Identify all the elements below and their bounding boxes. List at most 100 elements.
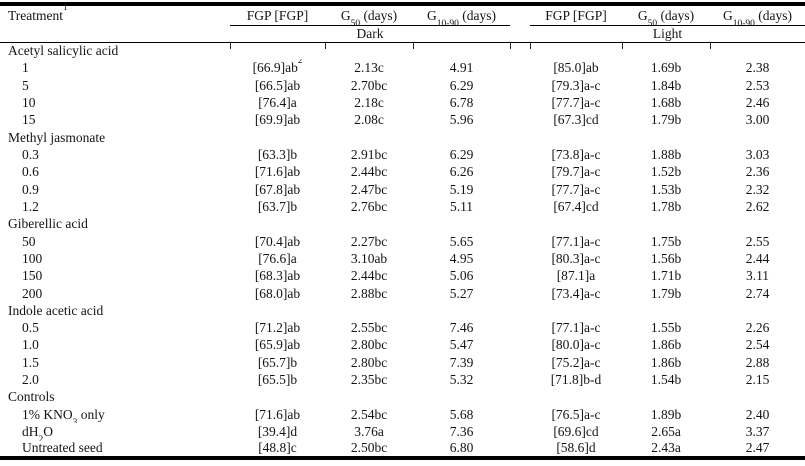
row-spacer-cell [510,250,530,267]
g50-dark-cell: 2.91bc [350,146,388,162]
table-row: 10 [76.4]a 2.18c 6.78 [77.7]a-c 1.68b 2.46 [0,94,805,111]
table-row: 2.0 [65.5]b 2.35bc 5.32 [71.8]b-d 1.54b 2.15 [0,371,805,388]
fgp-dark-cell: [39.4]d [257,424,298,440]
table-row: Untreated seed [48.8]c 2.50bc 6.80 [58.6]d 2.… [0,441,805,458]
g50-dark-cell: 2.80bc [350,354,388,370]
condition-header-spacer-left [0,25,230,43]
treatment-subscript: 3 [72,417,78,424]
fgp-dark-cell: [48.8]c [258,440,297,456]
table-row: 1% KNO3 only [71.6]ab 2.54bc 5.68 [76.5]a-c 1… [0,406,805,423]
fgp-header-light-label: FGP [FGP] [545,7,607,23]
treatment-cell: 1.0 [22,337,39,353]
g1090-dark-cell: 6.29 [449,77,474,93]
fgp-light-cell: [77.1]a-c [551,233,601,249]
column-boundary-tick [622,42,623,49]
row-spacer-cell [510,285,530,302]
table-row: 0.9 [67.8]ab 2.47bc 5.19 [77.7]a-c 1.53b 2.32 [0,181,805,198]
g50-light-cell: 1.53b [650,181,682,197]
row-spacer-cell [510,423,530,440]
g50-dark-cell: 2.47bc [350,181,388,197]
row-spacer-cell [510,181,530,198]
g50-light-cell: 1.89b [650,406,682,422]
fgp-dark-cell: [71.6]ab [254,164,301,180]
group-label: Controls [8,389,55,405]
g50-light-cell: 1.78b [650,198,682,214]
g1090-dark-cell: 5.65 [449,233,474,249]
fgp-light-cell: [76.5]a-c [551,406,601,422]
treatment-cell: 1% KNO3 only [0,406,230,423]
table-row: 0.6 [71.6]ab 2.44bc 6.26 [79.7]a-c 1.52b 2.36 [0,163,805,180]
g1090-dark-cell: 6.26 [449,164,474,180]
g50-light-cell: 1.69b [650,60,682,76]
row-spacer-cell [510,267,530,284]
treatment-cell: 15 [22,112,36,128]
g1090-light-cell: 3.37 [745,424,770,440]
condition-header-spacer-mid [510,25,530,43]
g50-dark-cell: 2.70bc [350,77,388,93]
g1090-dark-cell: 5.47 [449,337,474,353]
fgp-dark-cell: [66.5]ab [254,77,301,93]
fgp-dark-cell: [63.7]b [257,198,298,214]
table-body: Acetyl salicylic acid 1 [66.9]ab2 2.13c 4.91… [0,42,805,458]
fgp-dark-cell: [66.9]ab2 [230,59,325,76]
table-row: 1.2 [63.7]b 2.76bc 5.11 [67.4]cd 1.78b 2.62 [0,198,805,215]
treatment-cell: 0.6 [22,164,39,180]
g50-dark-cell: 3.10ab [350,250,388,266]
table-row: 1.5 [65.7]b 2.80bc 7.39 [75.2]a-c 1.86b 2.88 [0,354,805,371]
treatment-cell: 100 [22,250,43,266]
row-spacer-cell [510,77,530,94]
g50-subscript: 50 [350,18,361,25]
g50-light-cell: 2.43a [651,440,681,456]
g50-light-cell: 1.52b [650,164,682,180]
fgp-light-cell: [79.3]a-c [551,77,601,93]
g1090-header-dark: G10-90 (days) [413,4,510,26]
fgp-header-light: FGP [FGP] [530,4,622,26]
footnote-marker: 2 [297,59,303,65]
column-boundary-tick [230,42,231,49]
g1090-dark-cell: 4.91 [449,60,474,76]
g1090-dark-cell: 7.36 [449,424,474,440]
treatment-cell: 0.3 [22,146,39,162]
g1090-dark-cell: 5.19 [449,181,474,197]
group-row: Indole acetic acid [0,302,805,319]
g50-dark-cell: 2.35bc [350,372,388,388]
days-unit-label: (days) [360,7,398,23]
days-unit-label: (days) [458,7,497,23]
g1090-light-cell: 2.46 [745,94,770,110]
g1090-header-light-label: G [722,7,733,23]
g50-header-dark: G50 (days) [325,4,413,26]
g1090-light-cell: 3.11 [745,268,770,284]
table-row: 1.0 [65.9]ab 2.80bc 5.47 [80.0]a-c 1.86b 2.54 [0,337,805,354]
fgp-light-cell: [87.1]a [556,268,596,284]
table-row: 50 [70.4]ab 2.27bc 5.65 [77.1]a-c 1.75b 2.55 [0,233,805,250]
g1090-subscript: 10-90 [732,18,755,25]
g1090-light-cell: 3.00 [745,112,770,128]
g50-dark-cell: 2.44bc [350,268,388,284]
fgp-light-cell: [77.7]a-c [551,181,601,197]
g50-header-dark-label: G [340,7,351,23]
g50-light-cell: 1.75b [650,233,682,249]
g50-light-cell: 1.79b [650,285,682,301]
g50-dark-cell: 2.13c [354,60,384,76]
condition-header-row: Dark Light [0,25,805,43]
column-boundary-tick [530,42,531,49]
row-spacer-cell [510,354,530,371]
fgp-light-cell: [80.0]a-c [551,337,601,353]
g1090-light-cell: 2.54 [745,337,770,353]
g50-light-cell: 1.71b [650,268,682,284]
table-row: 1 [66.9]ab2 2.13c 4.91 [85.0]ab 1.69b 2.38 [0,59,805,76]
treatment-cell: Untreated seed [22,440,103,456]
g1090-dark-cell: 5.96 [449,112,474,128]
g50-dark-cell: 2.08c [354,112,384,128]
g50-dark-cell: 2.50bc [350,440,388,456]
fgp-light-cell: [79.7]a-c [551,164,601,180]
g50-dark-cell: 2.18c [354,94,384,110]
row-spacer-cell [510,337,530,354]
row-spacer-cell [510,371,530,388]
group-row: Acetyl salicylic acid [0,42,805,59]
g1090-dark-cell: 6.78 [449,94,474,110]
g50-dark-cell: 2.80bc [350,337,388,353]
group-row: Controls [0,389,805,406]
g1090-light-cell: 2.26 [745,320,770,336]
